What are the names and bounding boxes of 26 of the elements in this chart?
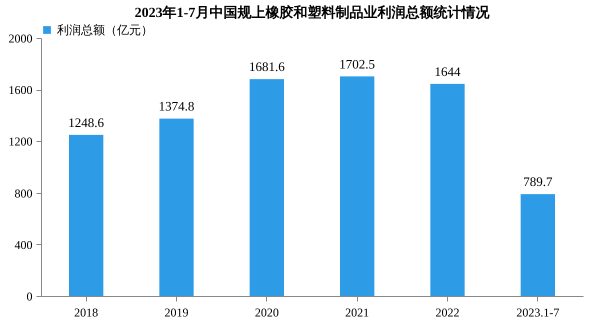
data-label: 1681.6: [248, 59, 286, 74]
data-label: 1702.5: [339, 56, 376, 72]
y-tick-label: 400: [14, 238, 32, 252]
bar: [159, 118, 194, 296]
x-tick-label: 2020: [254, 306, 279, 320]
chart-title: 2023年1-7月中国规上橡胶和塑料制品业利润总额统计情况: [134, 4, 490, 21]
bar: [250, 79, 284, 296]
data-label: 1644: [434, 64, 461, 79]
y-tick-label: 1600: [8, 83, 32, 98]
y-tick-label: 1200: [8, 134, 32, 149]
x-tick-label: 2023.1-7: [516, 306, 560, 320]
data-label: 1248.6: [68, 114, 105, 130]
legend-label: 利润总额（亿元）: [57, 23, 153, 37]
bar: [430, 84, 465, 296]
x-tick-label: 2022: [436, 306, 460, 320]
x-tick-label: 2021: [345, 306, 370, 320]
bar: [520, 194, 555, 296]
y-tick-label: 0: [26, 290, 32, 304]
data-label: 1374.8: [158, 98, 194, 114]
bar: [69, 134, 104, 296]
y-tick-label: 2000: [8, 32, 32, 46]
x-tick-label: 2019: [164, 306, 188, 320]
x-tick-label: 2018: [74, 306, 98, 320]
y-tick-label: 800: [14, 186, 32, 200]
data-label: 789.7: [523, 174, 553, 190]
bar: [340, 76, 374, 296]
